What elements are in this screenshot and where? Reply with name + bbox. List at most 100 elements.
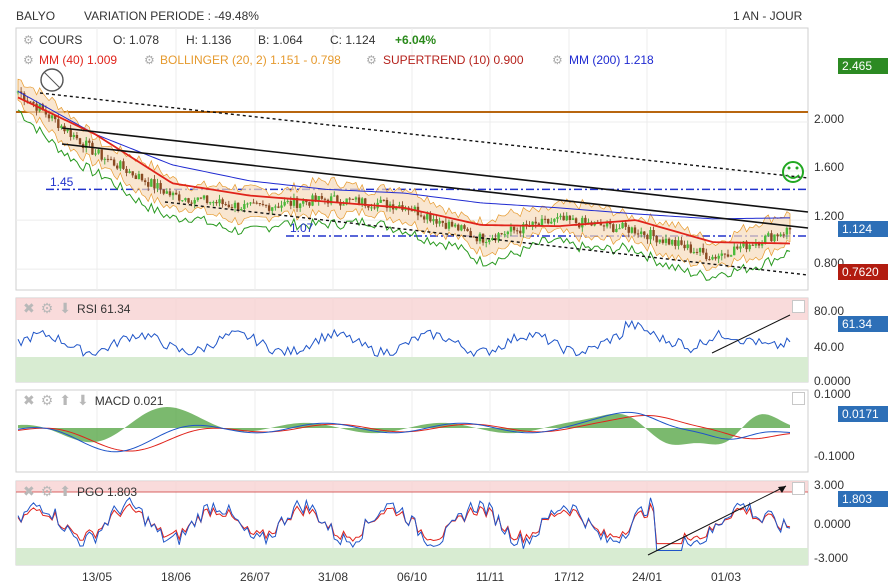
arrow-down-icon[interactable]: ⬇ [77,392,89,409]
smiley-eye [788,167,791,170]
candle [48,114,50,118]
candle [156,183,158,188]
candle [352,199,354,200]
y-tick: -3.000 [814,551,848,565]
pane-checkbox[interactable] [792,482,805,495]
bollinger-label: BOLLINGER (20, 2) 1.151 - 0.798 [160,53,341,67]
candle [562,216,564,220]
candle [184,198,186,200]
candle [628,227,630,233]
candle [249,203,251,204]
candle [274,207,276,208]
candle [624,223,626,227]
gear-icon[interactable]: ⚙ [23,53,34,67]
candle [736,247,738,249]
candle [342,204,344,205]
candle [442,221,444,223]
level-label-107: 1.07 [290,221,313,235]
candle [457,225,459,231]
candle [423,216,425,219]
candle [333,195,335,196]
close-icon[interactable]: ✖ [23,392,35,409]
candle [779,234,781,236]
candle [432,219,434,221]
candle [380,200,382,203]
candle [696,252,698,253]
pgo-title: ✖ ⚙ ⬆ PGO 1.803 [23,483,137,500]
gear-icon[interactable]: ⚙ [41,392,54,409]
arrow-up-icon[interactable]: ⬆ [59,392,71,409]
candle [57,119,59,128]
candle [290,201,292,206]
candle [485,242,487,243]
candle [305,201,307,202]
gear-icon[interactable]: ⚙ [552,53,563,67]
candle [280,205,282,207]
close-icon[interactable]: ✖ [23,483,35,500]
change-value: +6.04% [395,33,436,47]
candle [181,200,183,201]
macd-title: ✖ ⚙ ⬆ ⬇ MACD 0.021 [23,392,163,409]
gear-icon[interactable]: ⚙ [144,53,155,67]
arrow-down-icon[interactable]: ⬇ [59,300,71,317]
candle [680,240,682,244]
candle [767,233,769,235]
close-value: C: 1.124 [330,33,375,47]
candle [711,257,713,259]
gear-icon[interactable]: ⚙ [23,33,34,47]
candle [321,196,323,199]
y-tick: 2.000 [814,112,844,126]
candle [228,205,230,207]
candle [702,248,704,253]
candle [510,227,512,232]
close-icon[interactable]: ✖ [23,300,35,317]
candle [101,150,103,160]
candle [637,233,639,234]
candle [110,159,112,160]
candle [187,198,189,202]
candle [203,196,205,199]
candle [786,228,788,235]
candle [349,199,351,200]
candle [652,230,654,236]
candle [640,232,642,235]
candle [218,199,220,203]
high-value: H: 1.136 [186,33,231,47]
gear-icon[interactable]: ⚙ [41,483,54,500]
candle [748,245,750,249]
candle [132,171,134,175]
candle [770,233,772,241]
candle [556,217,558,219]
candle [178,194,180,200]
candle [559,216,561,217]
symbol-title: BALYO [16,9,55,23]
candle [789,228,791,230]
candle [773,234,775,241]
candle [618,228,620,229]
candle [169,191,171,195]
candle [383,200,385,201]
candle [550,222,552,224]
arrow-up-icon[interactable]: ⬆ [59,483,71,500]
candle [76,135,78,138]
candle [677,240,679,246]
candle [733,247,735,256]
gear-icon[interactable]: ⚙ [366,53,377,67]
pane-checkbox[interactable] [792,392,805,405]
candle [51,115,53,118]
candle [206,196,208,203]
candle [535,222,537,224]
candle [243,204,245,209]
y-tick: 40.00 [814,340,844,354]
pgo-tag: 1.803 [838,491,888,507]
candle [544,219,546,220]
candle [566,216,568,221]
candle [783,234,785,235]
low-price-tag: 0.7620 [838,264,888,280]
period-text[interactable]: 1 AN - JOUR [733,9,802,23]
candle [569,216,571,220]
candle [708,259,710,260]
mm40-label: MM (40) 1.009 [39,53,117,67]
pane-checkbox[interactable] [792,300,805,313]
gear-icon[interactable]: ⚙ [41,300,54,317]
